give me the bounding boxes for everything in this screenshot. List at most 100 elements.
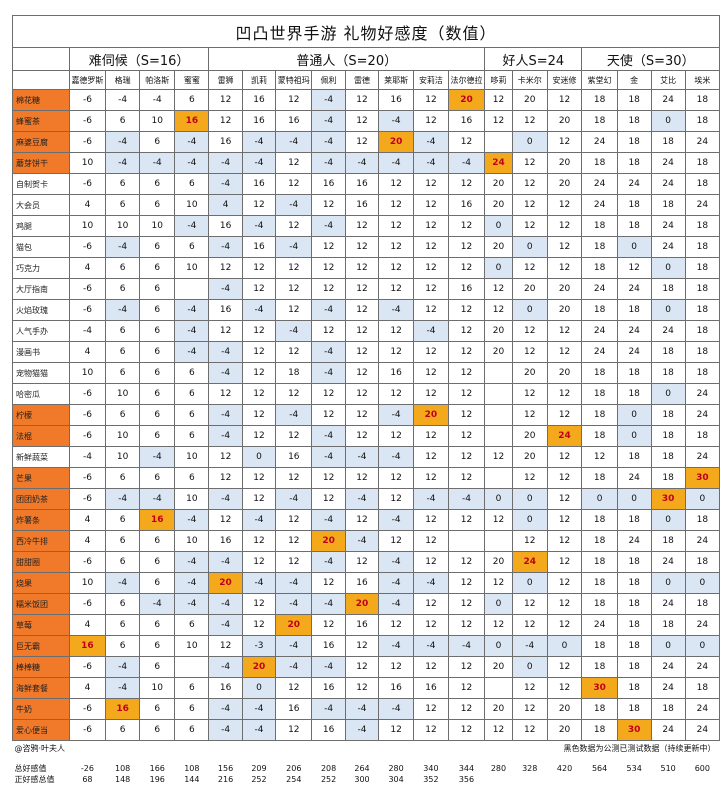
affinity-value: -4 (378, 299, 415, 321)
affinity-value: 12 (241, 320, 277, 342)
character-name: 法尔德拉 (447, 70, 486, 90)
gift-name: 巧克力 (12, 257, 70, 279)
affinity-value: 12 (241, 467, 277, 489)
affinity-value: 0 (684, 635, 720, 657)
affinity-value: 18 (684, 257, 720, 279)
affinity-value: 12 (208, 89, 243, 111)
footnote-spacer (175, 741, 485, 756)
affinity-value: 18 (684, 215, 720, 237)
affinity-value: 12 (208, 257, 243, 279)
affinity-value: 12 (511, 530, 548, 552)
affinity-value: -4 (241, 719, 277, 741)
affinity-value: 24 (484, 152, 513, 174)
affinity-value: 12 (241, 488, 277, 510)
affinity-value: -6 (68, 551, 107, 573)
character-name: 雷德 (344, 70, 380, 90)
affinity-value: 18 (650, 341, 686, 363)
affinity-value: 24 (650, 551, 686, 573)
affinity-value: 12 (447, 299, 486, 321)
gift-row: 巨无霸 16 6 6 10 12 -3 -4 16 12 -4 -4 -4 0 -4 0 18 18 0 0 (12, 635, 720, 657)
affinity-value: 24 (581, 173, 618, 195)
affinity-value: 12 (311, 572, 346, 594)
affinity-value: 20 (413, 404, 449, 426)
affinity-value: -4 (344, 698, 380, 720)
gift-name: 大厅指南 (12, 278, 70, 300)
affinity-value: 12 (241, 383, 277, 405)
affinity-value: -4 (139, 593, 176, 615)
affinity-value: -4 (275, 404, 313, 426)
affinity-value: 12 (378, 236, 415, 258)
affinity-value: 6 (174, 173, 210, 195)
affinity-value: 0 (484, 257, 513, 279)
affinity-value: 12 (546, 614, 583, 636)
affinity-value: 12 (447, 467, 486, 489)
affinity-value: -4 (344, 530, 380, 552)
spacer (13, 755, 720, 763)
affinity-value: -4 (311, 656, 346, 678)
affinity-value: 12 (413, 593, 449, 615)
affinity-value: -4 (275, 488, 313, 510)
total-value: 300 (354, 775, 370, 784)
affinity-value: 12 (344, 215, 380, 237)
affinity-value: 12 (511, 257, 548, 279)
affinity-value: 18 (616, 215, 652, 237)
gift-name: 西冷牛排 (12, 530, 70, 552)
affinity-value: 12 (311, 236, 346, 258)
affinity-value: 6 (139, 383, 176, 405)
gift-row: 猫包 -6 -4 6 6 -4 16 -4 12 12 12 12 12 20 0 12 18 0 24 18 (12, 236, 720, 258)
affinity-value: 12 (413, 530, 449, 552)
affinity-value: 12 (241, 404, 277, 426)
total-value: 108 (184, 764, 200, 773)
affinity-value: 0 (616, 425, 652, 447)
affinity-value: -4 (378, 509, 415, 531)
affinity-value: 24 (650, 152, 686, 174)
affinity-value (484, 383, 513, 405)
affinity-value: 12 (378, 383, 415, 405)
character-name: 蜜蜜 (174, 70, 210, 90)
affinity-value: 12 (275, 278, 313, 300)
affinity-value: 12 (344, 677, 380, 699)
affinity-value: 12 (208, 446, 243, 468)
group-header: 天使（S=30） (581, 47, 720, 71)
affinity-value: 12 (344, 404, 380, 426)
affinity-value: 12 (511, 152, 548, 174)
affinity-value: -4 (174, 341, 210, 363)
affinity-value: -4 (174, 152, 210, 174)
affinity-value: 12 (546, 257, 583, 279)
affinity-value: 4 (68, 341, 107, 363)
author-credit: @咨鸦·叶夫人 (14, 743, 66, 753)
affinity-value: 0 (484, 635, 513, 657)
affinity-value: -4 (208, 152, 243, 174)
affinity-value: 0 (616, 404, 652, 426)
affinity-value: -4 (311, 89, 346, 111)
affinity-value: 12 (413, 614, 449, 636)
affinity-value: 6 (105, 551, 141, 573)
affinity-value: 18 (650, 530, 686, 552)
affinity-value: -4 (208, 656, 243, 678)
affinity-value: 12 (275, 173, 313, 195)
affinity-value: 12 (275, 425, 313, 447)
affinity-value: 18 (581, 299, 618, 321)
footnote-row: @咨鸦·叶夫人 黑色数据为公测已测试数据（持续更新中） (13, 741, 720, 756)
affinity-value: 18 (275, 362, 313, 384)
affinity-value: -6 (68, 488, 107, 510)
affinity-value: 12 (447, 404, 486, 426)
affinity-value: 12 (378, 194, 415, 216)
total-value: 600 (694, 764, 710, 773)
affinity-value: -4 (208, 278, 243, 300)
affinity-value: 12 (511, 110, 548, 132)
affinity-value: 16 (275, 446, 313, 468)
affinity-value: 12 (344, 257, 380, 279)
affinity-value: -4 (105, 656, 141, 678)
affinity-value: 12 (311, 194, 346, 216)
affinity-value: 10 (105, 215, 141, 237)
affinity-value: 12 (546, 467, 583, 489)
affinity-value: 12 (208, 467, 243, 489)
character-name: 雷狮 (208, 70, 243, 90)
affinity-value: 18 (581, 236, 618, 258)
affinity-value: 20 (546, 173, 583, 195)
affinity-value: 20 (378, 131, 415, 153)
total-value: 304 (388, 775, 404, 784)
affinity-value: 24 (581, 278, 618, 300)
affinity-value: 16 (344, 614, 380, 636)
